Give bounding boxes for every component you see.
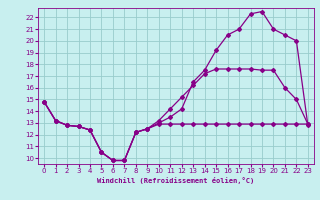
X-axis label: Windchill (Refroidissement éolien,°C): Windchill (Refroidissement éolien,°C) xyxy=(97,177,255,184)
